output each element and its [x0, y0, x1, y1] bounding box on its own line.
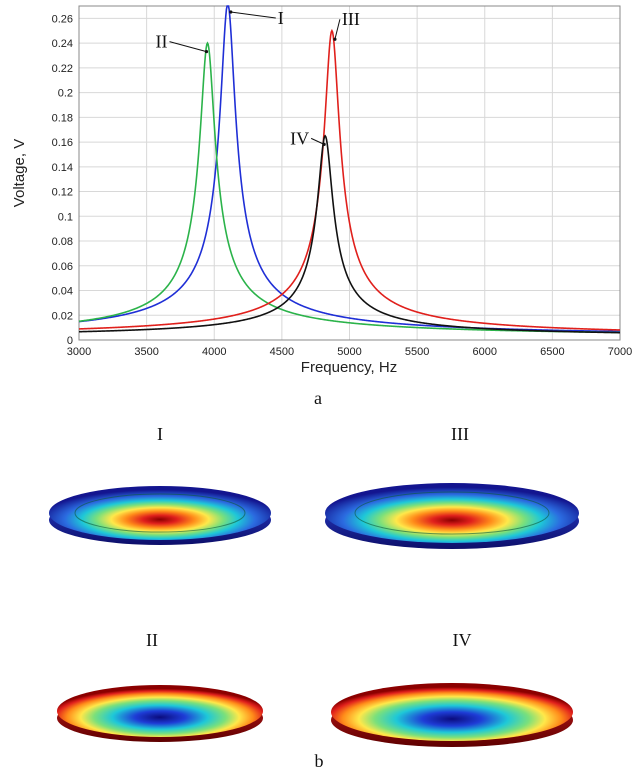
mode-shape-iii	[325, 483, 579, 549]
x-tick-label: 3500	[134, 346, 158, 358]
y-tick-label: 0.04	[52, 286, 73, 298]
gridlines	[78, 6, 621, 341]
plot-frame	[78, 5, 621, 341]
mode-label-iii: III	[451, 424, 469, 444]
mode-label-iv: IV	[453, 630, 472, 650]
y-tick-label: 0.2	[58, 88, 73, 100]
y-tick-label: 0.12	[52, 187, 73, 199]
y-tick-label: 0.24	[52, 38, 73, 50]
y-tick-label: 0.16	[52, 137, 73, 149]
y-tick-label: 0.06	[52, 261, 73, 273]
x-tick-label: 7000	[608, 346, 632, 358]
y-tick-label: 0.02	[52, 310, 73, 322]
y-tick-label: 0.22	[52, 63, 73, 75]
series-line-i	[78, 5, 621, 333]
series-line-iii	[78, 28, 621, 331]
mode-label-ii: II	[146, 630, 158, 650]
annotation-arrow	[310, 137, 325, 145]
y-axis-label: Voltage, V	[11, 139, 28, 207]
y-tick-labels: 0 0.02 0.04 0.06 0.08 0.1 0.12 0.14 0.16 0.18 0.2 0…	[52, 13, 73, 347]
series-label-iv: IV	[290, 128, 309, 148]
series-label-iii: III	[342, 9, 360, 29]
x-tick-label: 4500	[270, 346, 294, 358]
annotation-arrow	[334, 19, 341, 40]
x-tick-label: 6500	[540, 346, 564, 358]
mode-shape-i	[49, 486, 271, 545]
y-tick-label: 0	[67, 335, 73, 347]
annotation-arrowhead	[204, 49, 209, 54]
annotation-arrow	[169, 41, 207, 53]
x-axis-label: Frequency, Hz	[301, 359, 397, 376]
plot-area: 3000 3500 4000 4500 5000 5500 6000 6500 7000 0 0.…	[52, 5, 632, 358]
mode-label-i: I	[157, 424, 163, 444]
annotation-arrowhead	[333, 37, 337, 41]
y-tick-label: 0.08	[52, 236, 73, 248]
x-tick-labels: 3000 3500 4000 4500 5000 5500 6000 6500 7000	[67, 346, 632, 358]
mode-shape-iv	[331, 683, 573, 747]
annotation-arrow	[230, 11, 276, 19]
y-tick-label: 0.18	[52, 112, 73, 124]
x-tick-label: 6000	[473, 346, 497, 358]
x-tick-label: 5500	[405, 346, 429, 358]
series-label-ii: II	[155, 32, 167, 52]
curves	[78, 5, 621, 334]
x-tick-label: 3000	[67, 346, 91, 358]
mode-shape-panel: I III II IV	[49, 424, 579, 747]
caption-b: b	[315, 751, 324, 771]
series-line-iv	[78, 134, 621, 334]
caption-a: a	[314, 388, 322, 408]
x-tick-label: 5000	[337, 346, 361, 358]
annotation-arrowhead	[322, 142, 326, 146]
y-tick-label: 0.14	[52, 162, 73, 174]
annotation-arrowhead	[229, 10, 233, 14]
mode-shape-ii	[57, 685, 263, 742]
y-tick-label: 0.26	[52, 13, 73, 25]
x-tick-label: 4000	[202, 346, 226, 358]
y-tick-label: 0.1	[58, 211, 73, 223]
series-label-i: I	[278, 8, 284, 28]
